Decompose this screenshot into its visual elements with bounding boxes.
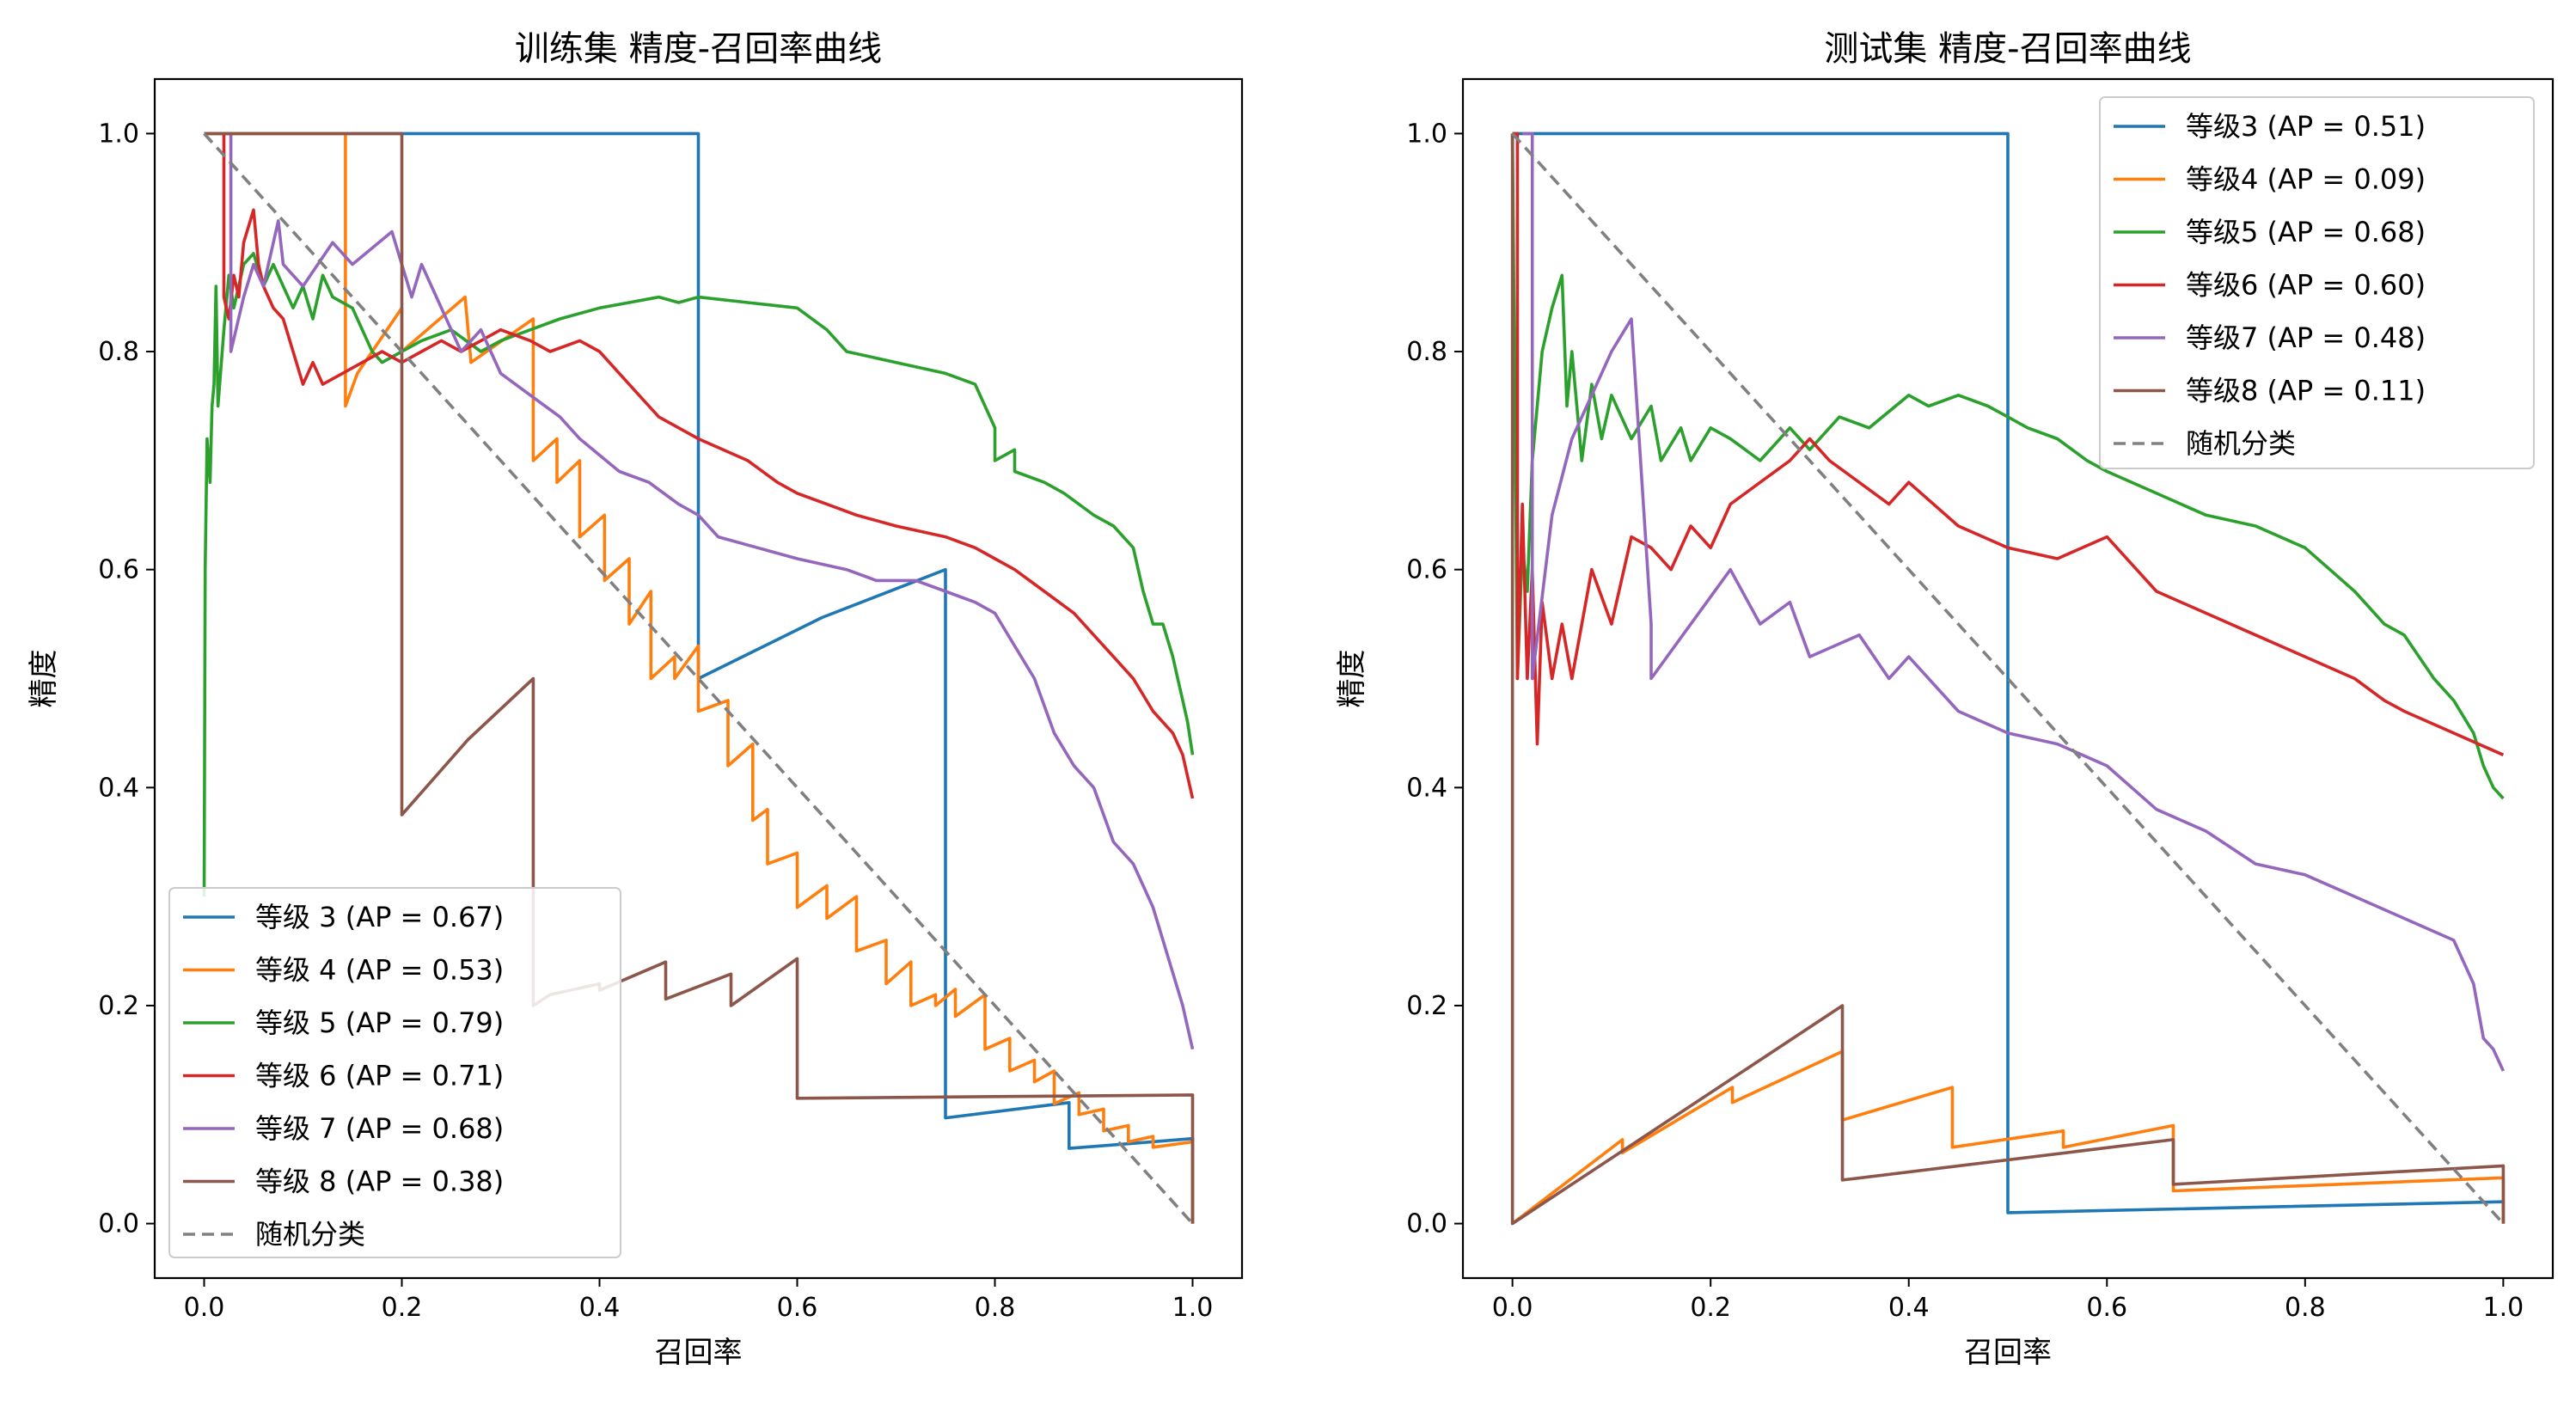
- x-tick-label: 0.2: [1690, 1293, 1731, 1323]
- legend-entry-label: 等级 7 (AP = 0.68): [255, 1112, 504, 1145]
- y-tick-label: 0.0: [1406, 1209, 1447, 1239]
- chart-title: 训练集 精度-召回率曲线: [515, 29, 882, 69]
- test-pr-chart: 0.0 0.2 0.4 0.6 0.8 1.0 0.0 0.2 0.4 0.6 0.8 1.0 测试集 …: [1335, 29, 2555, 1370]
- y-tick-label: 0.6: [1406, 555, 1447, 585]
- legend: 等级 3 (AP = 0.67) 等级 4 (AP = 0.53) 等级 5 (AP…: [168, 887, 621, 1258]
- y-tick-label: 0.2: [1406, 991, 1447, 1021]
- series-line-3: [202, 252, 1195, 897]
- series-line-5: [1522, 132, 2506, 1072]
- y-tick-label: 1.0: [1406, 119, 1447, 149]
- legend-entry-label: 等级5 (AP = 0.68): [2186, 216, 2426, 248]
- plot-frame: [1461, 77, 2555, 1280]
- y-tick-label: 0.6: [98, 555, 139, 585]
- train-pr-chart: 0.0 0.2 0.4 0.6 0.8 1.0 0.0 0.2 0.4 0.6 0.8 1.0 训练集 …: [27, 29, 1244, 1370]
- chart-title: 测试集 精度-召回率曲线: [1824, 29, 2191, 69]
- series-line-5: [225, 132, 1195, 1050]
- legend-entry-label: 等级 6 (AP = 0.71): [255, 1060, 504, 1092]
- series-line-1: [204, 132, 1195, 1224]
- y-tick-label: 0.4: [1406, 773, 1447, 803]
- series-line-4: [222, 133, 1195, 799]
- y-tick-label: 0.2: [98, 991, 139, 1021]
- series-line-2: [204, 132, 1195, 1224]
- y-axis-label: 精度: [27, 650, 61, 708]
- x-tick-label: 1.0: [2483, 1293, 2524, 1323]
- x-axis-label: 召回率: [655, 1336, 743, 1370]
- x-tick-label: 0.8: [2285, 1293, 2326, 1323]
- legend-entry-label: 等级 3 (AP = 0.67): [255, 901, 504, 933]
- y-axis-label: 精度: [1335, 650, 1369, 708]
- legend-box: [2099, 96, 2535, 469]
- legend-box: [168, 887, 621, 1258]
- x-tick-label: 0.6: [2086, 1293, 2127, 1323]
- legend-entry-label: 等级7 (AP = 0.48): [2186, 321, 2426, 354]
- series-line-4: [1512, 132, 2505, 756]
- legend-entry-label: 等级3 (AP = 0.51): [2186, 110, 2426, 143]
- legend-entry-label: 随机分类: [255, 1218, 365, 1251]
- legend: 等级3 (AP = 0.51) 等级4 (AP = 0.09) 等级5 (AP = …: [2099, 96, 2535, 469]
- legend-entry-label: 等级6 (AP = 0.60): [2186, 269, 2426, 302]
- legend-entry-label: 等级8 (AP = 0.11): [2186, 375, 2426, 407]
- y-tick-label: 0.0: [98, 1209, 139, 1239]
- x-tick-label: 0.4: [579, 1293, 621, 1323]
- x-tick-label: 0.8: [975, 1293, 1016, 1323]
- legend-entry-label: 等级4 (AP = 0.09): [2186, 163, 2426, 196]
- x-tick-label: 0.4: [1888, 1293, 1930, 1323]
- legend-entry-label: 等级 8 (AP = 0.38): [255, 1165, 504, 1198]
- x-tick-label: 0.6: [777, 1293, 818, 1323]
- x-tick-label: 0.2: [382, 1293, 423, 1323]
- y-tick-label: 0.8: [98, 337, 139, 367]
- legend-entry-label: 随机分类: [2186, 427, 2296, 460]
- plot-frame: [153, 77, 1244, 1280]
- legend-entry-label: 等级 5 (AP = 0.79): [255, 1006, 504, 1039]
- x-axis-label: 召回率: [1964, 1336, 2052, 1370]
- y-tick-label: 1.0: [98, 119, 139, 149]
- x-tick-label: 0.0: [1492, 1293, 1533, 1323]
- legend-entry-label: 等级 4 (AP = 0.53): [255, 954, 504, 987]
- x-tick-label: 0.0: [184, 1293, 225, 1323]
- y-tick-label: 0.8: [1406, 337, 1447, 367]
- y-tick-label: 0.4: [98, 773, 139, 803]
- x-tick-label: 1.0: [1172, 1293, 1214, 1323]
- series-line-3: [1510, 133, 2505, 800]
- series-line-6: [1510, 133, 2506, 1226]
